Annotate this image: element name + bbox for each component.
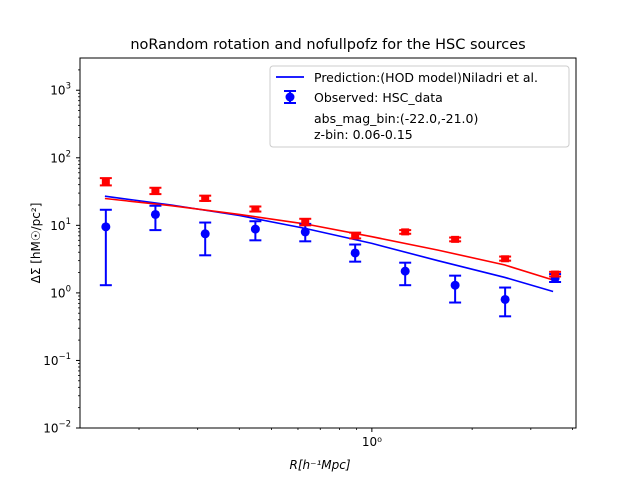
red-data-point bbox=[349, 231, 362, 240]
blue-marker bbox=[250, 224, 260, 234]
legend-note-z-bin: z-bin: 0.06-0.15 bbox=[314, 127, 413, 142]
red-data-point bbox=[199, 194, 212, 202]
legend-note-abs-mag-bin: abs_mag_bin:(-22.0,-21.0) bbox=[314, 111, 478, 126]
red-marker bbox=[551, 270, 560, 278]
red-data-point bbox=[249, 205, 262, 213]
red-data-point bbox=[549, 270, 562, 278]
red-marker bbox=[451, 235, 460, 243]
red-marker bbox=[501, 255, 510, 263]
blue-data-point bbox=[149, 204, 162, 232]
x-tick-label: 10⁰ bbox=[362, 435, 382, 449]
red-marker bbox=[101, 178, 110, 186]
red-marker bbox=[251, 205, 260, 213]
blue-marker bbox=[150, 209, 160, 219]
blue-marker bbox=[350, 248, 360, 258]
blue-marker bbox=[400, 266, 410, 276]
legend-box bbox=[269, 65, 570, 148]
blue-marker bbox=[450, 280, 460, 290]
red-data-point bbox=[399, 228, 412, 236]
chart-title: noRandom rotation and nofullpofz for the… bbox=[130, 37, 525, 53]
legend-label-prediction: Prediction:(HOD model)Niladri et al. bbox=[314, 70, 538, 85]
blue-data-point bbox=[199, 221, 212, 257]
plot-area bbox=[99, 177, 562, 318]
red-marker bbox=[351, 232, 360, 240]
blue-data-point bbox=[99, 208, 112, 287]
red-data-point bbox=[149, 186, 162, 196]
blue-marker bbox=[300, 227, 310, 237]
red-data-point bbox=[299, 217, 312, 227]
axes-frame bbox=[79, 57, 577, 429]
red-marker bbox=[151, 187, 160, 195]
blue-data-point bbox=[349, 243, 362, 263]
red-data-point bbox=[449, 235, 462, 243]
blue-data-point bbox=[399, 261, 412, 287]
legend: Prediction:(HOD model)Niladri et al. Obs… bbox=[269, 65, 570, 148]
y-axis-label: ΔΣ [hM☉/pc²] bbox=[29, 203, 43, 284]
red-marker bbox=[201, 194, 210, 202]
blue-marker bbox=[500, 294, 510, 304]
red-data-point bbox=[99, 177, 112, 187]
red-marker bbox=[301, 219, 310, 227]
red-prediction-line bbox=[104, 197, 554, 281]
blue-data-point bbox=[499, 286, 512, 318]
blue-data-point bbox=[249, 220, 262, 242]
red-marker bbox=[401, 228, 410, 236]
blue-data-point bbox=[449, 274, 462, 304]
legend-errorbar-swatch bbox=[284, 90, 296, 104]
red-data-point bbox=[499, 255, 512, 263]
blue-marker bbox=[101, 222, 111, 232]
blue-marker bbox=[200, 229, 210, 239]
x-axis-label: R[h⁻¹Mpc] bbox=[289, 458, 350, 472]
legend-label-observed: Observed: HSC_data bbox=[314, 90, 443, 105]
